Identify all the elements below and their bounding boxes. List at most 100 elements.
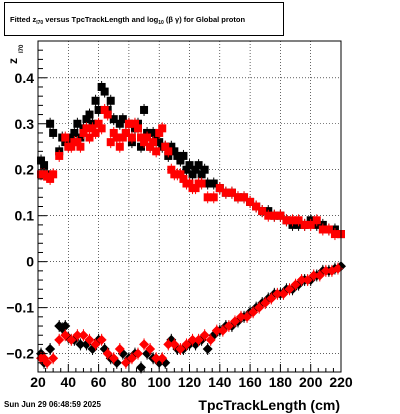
data-point-diamond <box>205 334 216 345</box>
data-point-square <box>312 216 321 225</box>
data-point-square <box>143 133 152 142</box>
y-tick-label: 0.4 <box>15 70 35 86</box>
data-point-diamond <box>320 265 331 276</box>
data-point-square <box>182 165 191 174</box>
data-point-square <box>73 138 82 147</box>
data-point-diamond <box>236 311 247 322</box>
data-point-square <box>67 133 76 142</box>
data-point-square <box>109 128 118 137</box>
x-tick-label: 20 <box>30 374 46 390</box>
data-point-square <box>221 188 230 197</box>
x-tick-label: 60 <box>91 374 107 390</box>
data-point-square <box>130 119 139 128</box>
data-point-square <box>179 174 188 183</box>
data-point-square <box>203 193 212 202</box>
axis-tick-labels: 20 40 60 80 100 120 140 160 180 200 220 −0.2 −0.1 0 0.… <box>6 70 353 390</box>
data-point-square <box>67 142 76 151</box>
title-z-subscript: I70 <box>36 20 44 26</box>
y-axis-label-sub: I70 <box>19 44 25 53</box>
title-suffix: (β γ) for Global proton <box>163 15 246 24</box>
title-log-subscript: 10 <box>158 20 164 26</box>
data-point-square <box>258 207 267 216</box>
data-point-diamond <box>272 288 283 299</box>
data-point-square <box>106 138 115 147</box>
data-point-square <box>155 128 164 137</box>
data-point-square <box>233 193 242 202</box>
data-point-square <box>109 115 118 124</box>
data-point-diamond <box>72 330 83 341</box>
data-point-square <box>76 142 85 151</box>
data-point-square <box>112 133 121 142</box>
data-point-square <box>191 165 200 174</box>
data-point-square <box>282 216 291 225</box>
x-tick-label: 80 <box>121 374 137 390</box>
data-point-diamond <box>48 353 59 364</box>
data-point-square <box>252 202 261 211</box>
data-point-diamond <box>242 311 253 322</box>
data-point-square <box>330 230 339 239</box>
data-point-square <box>82 115 91 124</box>
data-point-square <box>137 142 146 151</box>
data-point-square <box>176 156 185 165</box>
data-point-diamond <box>278 288 289 299</box>
data-point-diamond <box>302 275 313 286</box>
data-point-square <box>246 197 255 206</box>
data-point-square <box>203 179 212 188</box>
y-tick-label: 0.2 <box>15 162 35 178</box>
data-point-diamond <box>175 344 186 355</box>
data-point-diamond <box>157 353 168 364</box>
data-point-square <box>149 128 158 137</box>
data-point-diamond <box>217 325 228 336</box>
data-point-diamond <box>139 339 150 350</box>
data-point-square <box>91 96 100 105</box>
data-point-square <box>55 151 64 160</box>
y-axis-label: z I70 <box>6 44 25 64</box>
data-point-diamond <box>84 334 95 345</box>
data-point-diamond <box>114 344 125 355</box>
y-tick-label: −0.2 <box>6 346 34 362</box>
data-point-square <box>176 170 185 179</box>
title-prefix: Fitted z <box>10 15 37 24</box>
data-point-diamond <box>145 344 156 355</box>
x-axis-label: TpcTrackLength (cm) <box>198 397 340 413</box>
x-tick-label: 200 <box>299 374 323 390</box>
data-point-diamond <box>202 344 213 355</box>
data-point-square <box>215 184 224 193</box>
data-point-square <box>97 124 106 133</box>
data-point-square <box>194 161 203 170</box>
data-point-square <box>100 105 109 114</box>
data-point-square <box>79 128 88 137</box>
data-point-square <box>85 133 94 142</box>
data-point-diamond <box>290 279 301 290</box>
data-point-square <box>306 220 315 229</box>
data-point-diamond <box>314 270 325 281</box>
data-point-square <box>264 211 273 220</box>
data-point-square <box>146 142 155 151</box>
data-point-square <box>115 142 124 151</box>
data-point-square <box>209 193 218 202</box>
data-point-diamond <box>108 353 119 364</box>
data-point-square <box>133 124 142 133</box>
data-point-diamond <box>266 293 277 304</box>
data-point-square <box>276 211 285 220</box>
data-point-diamond <box>187 334 198 345</box>
data-point-diamond <box>229 316 240 327</box>
y-tick-label: 0 <box>26 254 34 270</box>
y-axis-label-main: z <box>6 58 20 64</box>
data-point-square <box>197 170 206 179</box>
data-point-diamond <box>296 275 307 286</box>
data-point-square <box>179 151 188 160</box>
grid-layer <box>38 41 341 372</box>
data-point-square <box>288 216 297 225</box>
data-point-square <box>167 142 176 151</box>
data-point-square <box>140 138 149 147</box>
data-point-square <box>85 110 94 119</box>
data-point-diamond <box>332 263 343 274</box>
data-point-square <box>164 147 173 156</box>
data-point-diamond <box>199 330 210 341</box>
x-tick-label: 220 <box>329 374 353 390</box>
data-point-square <box>318 225 327 234</box>
data-point-diamond <box>120 357 131 368</box>
data-point-diamond <box>96 334 107 345</box>
